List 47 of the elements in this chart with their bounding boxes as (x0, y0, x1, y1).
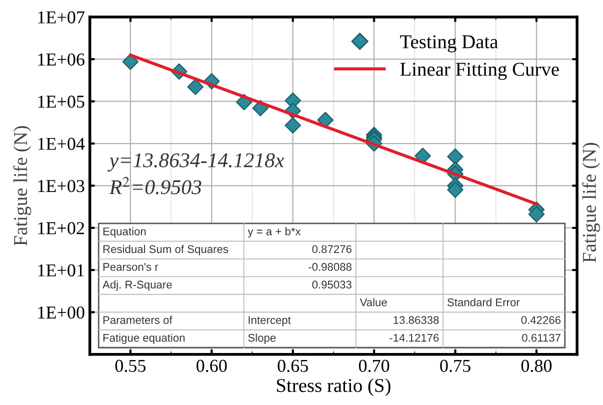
legend-label: Linear Fitting Curve (400, 62, 559, 80)
point (122, 54, 139, 70)
y-tick-label: 1E+00 (38, 306, 84, 319)
y-tick-label: 1E+06 (38, 53, 84, 66)
annotation: 0.42266 (521, 316, 561, 324)
annotation: -0.98088 (308, 262, 352, 271)
annotation: 13.86338 (394, 316, 439, 324)
x-tick-label: 0.75 (440, 360, 470, 372)
annotation: Equation (103, 227, 146, 238)
annotation: -14.12176 (390, 334, 439, 342)
annotation: Adj. R-Square (102, 280, 172, 291)
point (187, 78, 204, 96)
point (528, 206, 545, 222)
y-tick-label: 1E+07 (38, 11, 84, 24)
annotation: Slope (248, 334, 276, 344)
x-tick-label: 0.65 (278, 360, 308, 372)
x-tick-label: 0.55 (115, 360, 146, 372)
point (414, 148, 431, 164)
y-tick-label: 1E+04 (38, 138, 85, 150)
text: Fatigue life (N) (582, 142, 600, 262)
annotation: Pearson's r (103, 263, 158, 271)
y-tick-label: 1E+01 (38, 264, 84, 276)
annotation: 0.87276 (312, 245, 352, 254)
annotation: Residual Sum of Squares (103, 244, 228, 256)
x-tick-label: 0.60 (196, 360, 227, 372)
y-tick-label: 1E+05 (38, 96, 84, 108)
annotation: y = a + b*x (248, 227, 301, 238)
annotation: 0.95033 (312, 280, 352, 289)
point (317, 112, 334, 128)
x-tick-label: 0.80 (521, 360, 552, 372)
annotation: y=13.8634-14.1218x (108, 153, 284, 172)
annotation: 0.61137 (522, 334, 560, 342)
x-tick-label: 0.70 (358, 360, 390, 372)
point (447, 148, 464, 165)
annotation: Standard Error (447, 298, 520, 306)
legend-label: Testing Data (400, 35, 498, 52)
annotation: Parameters of (103, 316, 172, 324)
annotation: Intercept (248, 316, 291, 326)
x-axis-title: Stress ratio (S) (276, 378, 390, 396)
annotation: R$^{2}$=0.9503 (109, 176, 202, 194)
y-tick-label: 1E+02 (38, 222, 84, 234)
point (447, 182, 464, 198)
point (284, 117, 302, 134)
annotation: Value (360, 298, 387, 306)
y-axis-title: Fatigue life (N) (13, 126, 32, 246)
annotation: Fatigue equation (103, 334, 185, 344)
y-tick-label: 1E+03 (38, 180, 84, 192)
